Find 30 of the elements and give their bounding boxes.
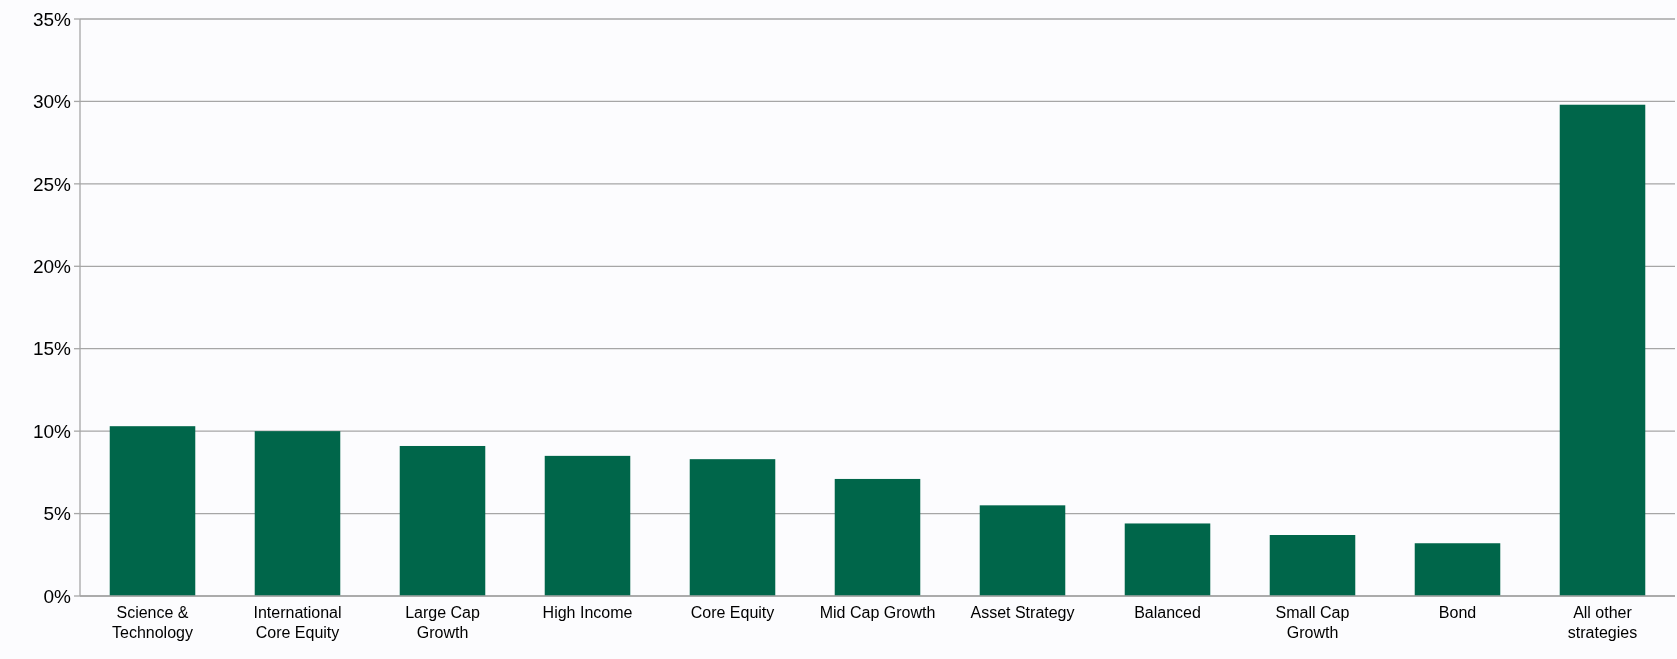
y-tick-label: 30% xyxy=(32,91,72,113)
x-tick-label: Mid Cap Growth xyxy=(819,604,936,621)
x-tick-label: Asset Strategy xyxy=(970,604,1075,621)
x-tick-label: Large Cap Growth xyxy=(405,604,480,641)
y-tick-label: 25% xyxy=(32,173,72,195)
bar xyxy=(544,455,631,596)
bar xyxy=(979,505,1066,596)
x-tick-label: Science & Technology xyxy=(112,604,193,641)
x-tick-label: International Core Equity xyxy=(253,604,342,641)
x-tick-label: Balanced xyxy=(1134,604,1201,621)
y-tick-label: 15% xyxy=(32,338,72,360)
y-tick-label: 5% xyxy=(43,503,72,525)
bar xyxy=(254,431,341,596)
bar xyxy=(109,426,196,596)
y-tick-label: 0% xyxy=(43,585,72,607)
x-tick-label: Small Cap Growth xyxy=(1275,604,1350,641)
bar xyxy=(1269,535,1356,596)
y-tick-label: 10% xyxy=(32,420,72,442)
bar xyxy=(1559,104,1646,596)
x-tick-label: Core Equity xyxy=(690,604,775,621)
bar xyxy=(689,459,776,596)
bar xyxy=(1124,523,1211,596)
x-tick-label: High Income xyxy=(542,604,633,621)
bar xyxy=(834,478,921,596)
y-tick-label: 35% xyxy=(32,8,72,30)
y-tick-label: 20% xyxy=(32,255,72,277)
bar xyxy=(399,445,486,596)
bar xyxy=(1414,543,1501,596)
x-tick-label: Bond xyxy=(1438,604,1477,621)
x-tick-label: All other strategies xyxy=(1567,604,1638,641)
